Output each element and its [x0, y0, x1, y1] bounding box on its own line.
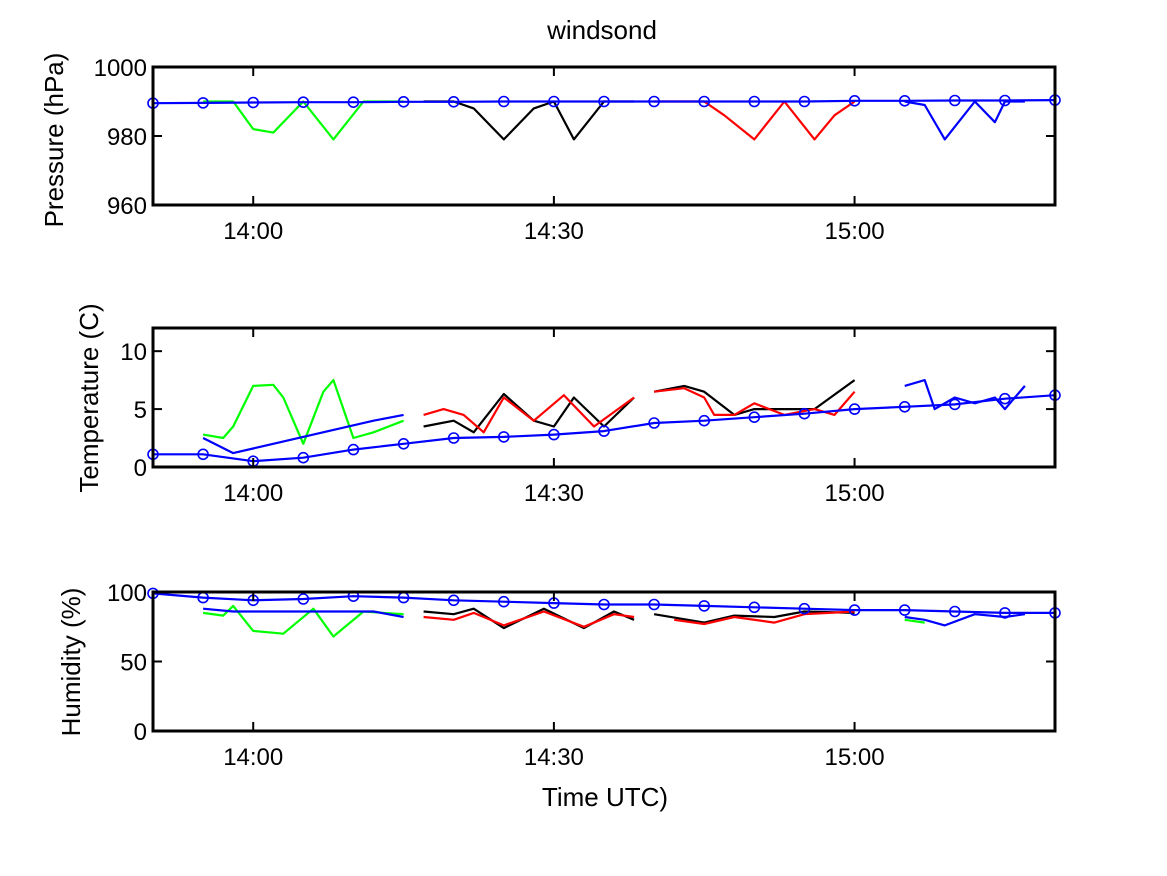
humidity-panel: 14:00 14:30 15:00 0 50 100 Humidity (%) — [56, 580, 1061, 771]
humidity-marker-point — [848, 604, 861, 616]
pressure-marker-point — [197, 97, 209, 109]
x-axis-label: Time UTC) — [542, 782, 668, 812]
humidity-marker-point — [648, 598, 660, 611]
humidity-marker-point — [898, 604, 911, 616]
pressure-marker-point — [447, 96, 460, 108]
pressure-marker-point — [848, 95, 861, 107]
temperature-y-tick-label: 0 — [134, 455, 147, 482]
humidity-y-axis-label: Humidity (%) — [56, 588, 86, 737]
temperature-marker-point — [397, 437, 410, 450]
temperature-series-blue-3-segment-1 — [904, 379, 1026, 411]
pressure-series-black-1-segment-0 — [423, 100, 635, 141]
humidity-x-tick-label: 15:00 — [825, 744, 885, 771]
pressure-x-tick-label: 14:30 — [524, 218, 584, 245]
humidity-x-tick-label: 14:30 — [524, 744, 584, 771]
humidity-marker-point — [798, 602, 811, 615]
temperature-marker-point — [948, 398, 961, 411]
pressure-marker-point — [297, 96, 310, 108]
humidity-y-tick-label: 50 — [120, 650, 147, 677]
pressure-marker-point — [748, 95, 761, 108]
temperature-marker-point — [999, 392, 1011, 405]
humidity-series-green-0-segment-0 — [202, 604, 404, 638]
temperature-series-blue-3-segment-0 — [202, 413, 404, 455]
pressure-marker-point — [698, 95, 711, 108]
pressure-marker-point — [598, 95, 610, 108]
humidity-marker-point — [698, 600, 711, 612]
pressure-marker-point — [347, 96, 360, 108]
temperature-y-tick-label: 5 — [134, 397, 147, 424]
temperature-marker-point — [447, 432, 460, 444]
pressure-marker-point — [648, 95, 660, 108]
temperature-marker-point — [648, 417, 660, 429]
humidity-series-blue-4-segment-0 — [152, 592, 1055, 615]
temperature-x-tick-label: 14:00 — [223, 480, 283, 507]
pressure-series-red-2-segment-0 — [654, 100, 856, 141]
pressure-series-green-0-segment-0 — [203, 100, 404, 141]
pressure-y-tick-label: 1000 — [94, 55, 147, 82]
pressure-marker-point — [898, 95, 911, 107]
temperature-marker-point — [548, 428, 560, 441]
figure-title: windsond — [546, 15, 657, 45]
humidity-marker-point — [999, 607, 1011, 619]
temperature-y-tick-label: 10 — [120, 339, 147, 366]
temperature-marker-point — [898, 400, 911, 413]
pressure-marker-point — [999, 94, 1011, 107]
pressure-marker-point — [247, 96, 259, 109]
temperature-marker-point — [197, 448, 209, 461]
temperature-series-green-0-segment-0 — [202, 379, 404, 445]
pressure-marker-point — [397, 96, 410, 108]
temperature-axes-frame — [151, 326, 1057, 469]
temperature-x-tick-label: 15:00 — [825, 480, 885, 507]
temperature-panel: 14:00 14:30 15:00 0 5 10 Temperature (C) — [74, 303, 1061, 507]
temperature-marker-point — [347, 443, 360, 456]
humidity-series-red-2-segment-1 — [674, 610, 855, 626]
temperature-marker-point — [297, 451, 310, 464]
pressure-y-axis-label: Pressure (hPa) — [39, 53, 69, 228]
temperature-marker-point — [848, 403, 861, 415]
pressure-panel: 14:00 14:30 15:00 960 980 1000 Pressure (hPa) — [39, 53, 1061, 245]
humidity-marker-point — [948, 605, 961, 618]
temperature-marker-point — [798, 407, 811, 420]
humidity-marker-point — [447, 594, 460, 607]
temperature-marker-point — [698, 414, 711, 427]
humidity-y-tick-label: 100 — [107, 580, 147, 607]
pressure-marker-point — [548, 95, 560, 108]
humidity-marker-point — [598, 598, 610, 611]
humidity-series-black-1-segment-1 — [653, 610, 855, 624]
pressure-series-blue-4-segment-0 — [152, 99, 1056, 105]
humidity-marker-point — [748, 601, 761, 614]
humidity-series-red-2-segment-0 — [423, 610, 635, 628]
temperature-series-blue-4-segment-0 — [153, 394, 1056, 463]
humidity-y-tick-label: 0 — [134, 719, 147, 746]
pressure-x-tick-label: 15:00 — [825, 218, 885, 245]
temperature-marker-point — [497, 431, 510, 443]
pressure-marker-point — [497, 95, 510, 108]
temperature-y-axis-label: Temperature (C) — [74, 303, 104, 492]
humidity-marker-point — [497, 595, 510, 608]
temperature-marker-point — [748, 411, 761, 424]
humidity-marker-point — [297, 593, 310, 605]
humidity-x-tick-label: 14:00 — [223, 744, 283, 771]
temperature-x-tick-label: 14:30 — [524, 480, 584, 507]
pressure-marker-point — [798, 95, 811, 108]
pressure-y-tick-label: 960 — [107, 193, 147, 220]
temperature-series-red-2-segment-0 — [423, 394, 635, 434]
humidity-series-blue-3-segment-0 — [202, 607, 404, 619]
humidity-series-green-0-segment-1 — [904, 618, 925, 624]
pressure-y-tick-label: 980 — [107, 124, 147, 151]
pressure-x-tick-label: 14:00 — [223, 218, 283, 245]
pressure-marker-point — [948, 94, 961, 107]
temperature-marker-point — [598, 425, 610, 437]
